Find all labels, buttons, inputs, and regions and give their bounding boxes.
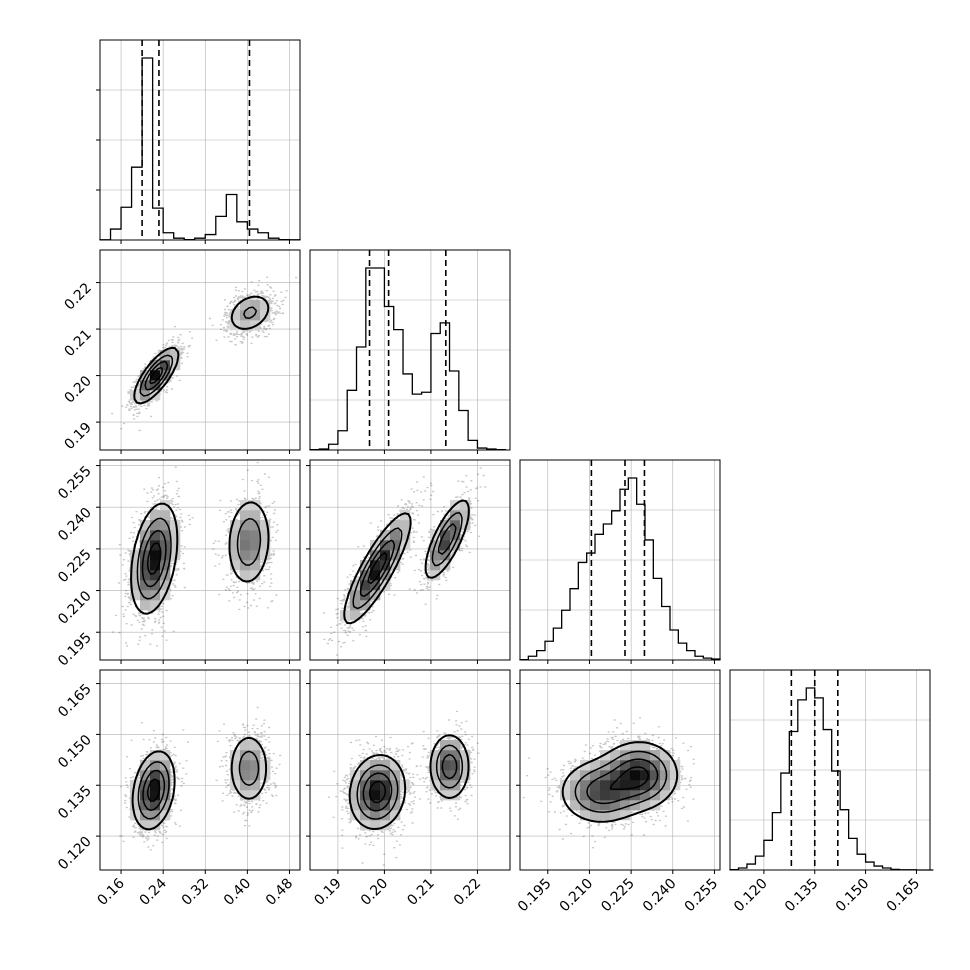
x-tick-label: 0.48 xyxy=(263,876,296,909)
panel-frame xyxy=(99,459,301,661)
ticks xyxy=(96,465,290,664)
scatter-panel xyxy=(522,717,695,849)
ticks xyxy=(96,683,290,874)
y-tick-label: 0.225 xyxy=(55,546,95,586)
density-fill xyxy=(130,500,271,611)
ticks xyxy=(763,870,917,874)
ticks xyxy=(306,683,478,874)
ticks xyxy=(547,660,715,664)
panel-frame xyxy=(99,669,301,871)
panel-frame xyxy=(519,669,721,871)
panel-frame xyxy=(99,249,301,451)
x-tick-label: 0.240 xyxy=(640,876,680,916)
y-tick-label: 0.20 xyxy=(61,373,94,406)
grid xyxy=(100,250,300,450)
scatter-panel xyxy=(111,461,280,647)
x-tick-label: 0.255 xyxy=(682,876,722,916)
x-tick-label: 0.32 xyxy=(179,876,212,909)
x-tick-label: 0.210 xyxy=(557,876,597,916)
y-tick-label: 0.120 xyxy=(55,834,95,874)
ticks xyxy=(306,465,478,664)
x-tick-label: 0.225 xyxy=(598,876,638,916)
x-tick-label: 0.22 xyxy=(451,876,484,909)
histogram-step xyxy=(99,57,301,241)
x-tick-label: 0.120 xyxy=(731,876,771,916)
density-fill xyxy=(350,740,471,831)
panel-frame xyxy=(99,39,301,241)
ticks xyxy=(96,282,290,454)
density-contours xyxy=(561,741,679,823)
panel-frame xyxy=(309,669,511,871)
y-tick-label: 0.240 xyxy=(55,505,95,545)
density-contours xyxy=(131,736,268,831)
y-tick-label: 0.19 xyxy=(61,420,94,453)
x-tick-label: 0.21 xyxy=(404,876,437,909)
y-tick-label: 0.21 xyxy=(61,327,94,360)
scatter-panel xyxy=(322,467,487,656)
panel-frame xyxy=(729,669,931,871)
y-tick-label: 0.165 xyxy=(55,681,95,721)
x-tick-label: 0.165 xyxy=(884,876,924,916)
panel-frame xyxy=(309,249,511,451)
y-tick-label: 0.195 xyxy=(55,630,95,670)
density-contours xyxy=(133,295,270,405)
y-tick-label: 0.150 xyxy=(55,732,95,772)
x-tick-label: 0.20 xyxy=(358,876,391,909)
ticks xyxy=(96,89,290,244)
density-contours xyxy=(348,734,470,830)
y-tick-label: 0.22 xyxy=(61,280,94,313)
histogram-step xyxy=(729,687,934,871)
grid xyxy=(310,250,510,450)
plot-area: 0.16 0.24 0.32 0.40 0.48 0.19 0.20 0.21 0.22 0.19… xyxy=(55,39,934,916)
y-tick-label: 0.135 xyxy=(55,783,95,823)
y-tick-label: 0.210 xyxy=(55,588,95,628)
scatter-points xyxy=(322,467,487,656)
ticks xyxy=(337,450,478,454)
scatter-panel xyxy=(111,276,298,432)
grid xyxy=(730,670,930,870)
histogram-step xyxy=(519,477,721,661)
panel-frame xyxy=(309,459,511,661)
x-tick-label: 0.16 xyxy=(95,875,128,908)
scatter-panel xyxy=(327,710,480,866)
x-tick-label: 0.195 xyxy=(515,876,555,916)
x-tick-label: 0.150 xyxy=(833,876,873,916)
x-tick-label: 0.24 xyxy=(137,875,170,908)
density-contours xyxy=(343,499,470,625)
grid xyxy=(310,460,510,660)
density-fill xyxy=(130,300,271,401)
grid xyxy=(310,670,510,870)
grid xyxy=(100,40,300,240)
density-contours xyxy=(130,501,270,615)
panel-frame xyxy=(519,459,721,661)
scatter-panel xyxy=(119,706,282,851)
y-tick-label: 0.255 xyxy=(55,463,95,503)
x-tick-label: 0.19 xyxy=(311,876,344,909)
x-tick-label: 0.135 xyxy=(782,876,822,916)
x-tick-label: 0.40 xyxy=(221,876,254,909)
histogram-step xyxy=(309,267,506,451)
ticks xyxy=(516,683,715,874)
